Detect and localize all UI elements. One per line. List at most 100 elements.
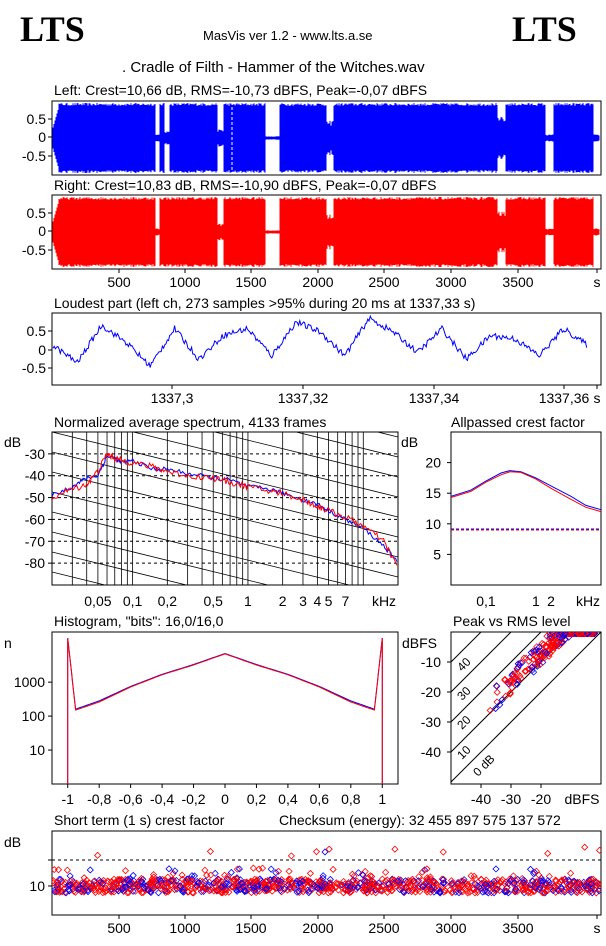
shortterm-point	[141, 882, 149, 890]
x-tick-label: 0,6	[310, 791, 330, 807]
histogram-xticks: -1 -0,8 -0,6 -0,4 -0,2 0 0,2 0,4 0,6 0,8 1	[62, 784, 386, 807]
peakrms-point	[554, 639, 562, 647]
shortterm-point	[527, 889, 535, 897]
shortterm-point	[468, 879, 476, 887]
shortterm-point	[236, 885, 244, 894]
shortterm-point	[102, 887, 110, 895]
shortterm-point	[389, 876, 397, 884]
shortterm-yticks: dB 10	[4, 834, 52, 894]
shortterm-point	[255, 865, 263, 873]
y-tick-label: -30	[25, 446, 45, 462]
x-tick-label: 0	[221, 791, 229, 807]
shortterm-point	[490, 880, 498, 888]
shortterm-point	[233, 865, 241, 873]
shortterm-point	[555, 887, 563, 895]
peakrms-point	[516, 672, 524, 680]
shortterm-point	[568, 878, 576, 886]
shortterm-point	[596, 882, 601, 890]
x-tick-label: -1	[62, 791, 75, 807]
shortterm-point	[286, 875, 294, 883]
shortterm-point	[411, 888, 420, 896]
spectrum-slope-line	[52, 451, 398, 538]
shortterm-point	[426, 873, 434, 881]
shortterm-point	[504, 879, 512, 888]
y-tick-label: 15	[425, 485, 441, 501]
peakrms-point	[506, 679, 515, 687]
shortterm-points	[52, 843, 601, 897]
shortterm-point	[570, 881, 578, 889]
shortterm-point	[415, 873, 423, 881]
y-tick-label: 0.5	[27, 323, 47, 339]
shortterm-point	[592, 889, 600, 897]
shortterm-point	[487, 880, 495, 888]
peakrms-point	[542, 642, 550, 650]
shortterm-point	[416, 887, 424, 896]
spectrum-slope-line	[294, 432, 398, 458]
y-tick-label: -0.5	[22, 242, 46, 258]
x-tick-label: 2500	[368, 920, 399, 936]
y-tick-label: 20	[425, 455, 441, 471]
peakrms-ylabel: dBFS	[402, 635, 437, 651]
shortterm-point	[586, 888, 594, 896]
shortterm-point	[244, 886, 252, 894]
shortterm-point	[305, 887, 313, 895]
y-tick-label: -50	[25, 490, 45, 506]
x-tick-label: 4	[313, 593, 321, 609]
shortterm-point	[551, 883, 559, 891]
shortterm-point	[193, 877, 201, 886]
shortterm-point	[108, 882, 117, 890]
shortterm-point	[236, 883, 245, 891]
shortterm-point	[178, 871, 186, 879]
histogram-title: Histogram, "bits": 16,0/16,0	[54, 613, 224, 629]
shortterm-point	[436, 887, 444, 896]
x-tick-label: -20	[531, 791, 551, 807]
spectrum-slope-line	[52, 511, 351, 585]
shortterm-point	[406, 877, 414, 885]
shortterm-point	[300, 885, 308, 893]
shortterm-point	[94, 883, 102, 892]
shortterm-xticks: 500 1000 1500 2000 2500 3000 3500 s	[107, 915, 601, 936]
y-tick-label: 100	[22, 708, 46, 724]
x-tick-label: 0,05	[84, 593, 111, 609]
shortterm-point	[560, 876, 568, 884]
peakrms-point	[547, 634, 555, 642]
shortterm-point	[576, 886, 584, 894]
crest-title: Allpassed crest factor	[451, 414, 585, 430]
y-tick-label: -10	[421, 654, 441, 670]
shortterm-point	[235, 865, 243, 873]
shortterm-point	[341, 886, 349, 894]
shortterm-point	[466, 888, 474, 896]
shortterm-point	[188, 877, 196, 885]
shortterm-point	[199, 886, 207, 894]
shortterm-point	[296, 879, 304, 887]
shortterm-point	[304, 878, 312, 886]
shortterm-point	[496, 878, 504, 886]
peakrms-point	[498, 696, 506, 704]
shortterm-point	[246, 879, 255, 887]
shortterm-point	[90, 880, 98, 889]
shortterm-point	[399, 888, 407, 896]
logo-left: LTS	[20, 9, 85, 49]
peakrms-xticks: -40 -30 -20 dBFS	[471, 784, 600, 807]
shortterm-point	[531, 884, 539, 892]
y-tick-label: 0	[38, 342, 46, 358]
x-tick-label: 2000	[302, 274, 333, 290]
shortterm-point	[134, 882, 143, 890]
shortterm-point	[139, 888, 147, 897]
shortterm-point	[62, 889, 70, 897]
shortterm-point	[558, 877, 566, 885]
shortterm-point	[334, 886, 342, 894]
peakrms-point	[520, 654, 528, 662]
shortterm-point	[536, 877, 544, 885]
left-waveform	[52, 102, 600, 174]
crest-xticks: 0,1 1 2 kHz	[476, 593, 600, 609]
left-waveform-panel: 0.5 0 -0.5	[22, 100, 602, 176]
x-tick-label: s	[594, 920, 601, 936]
shortterm-point	[315, 878, 324, 886]
peakrms-diagonal	[451, 632, 482, 663]
shortterm-point	[387, 885, 395, 893]
shortterm-point	[354, 869, 363, 877]
peakrms-point	[536, 661, 544, 669]
spectrum-slope-line	[52, 491, 398, 578]
